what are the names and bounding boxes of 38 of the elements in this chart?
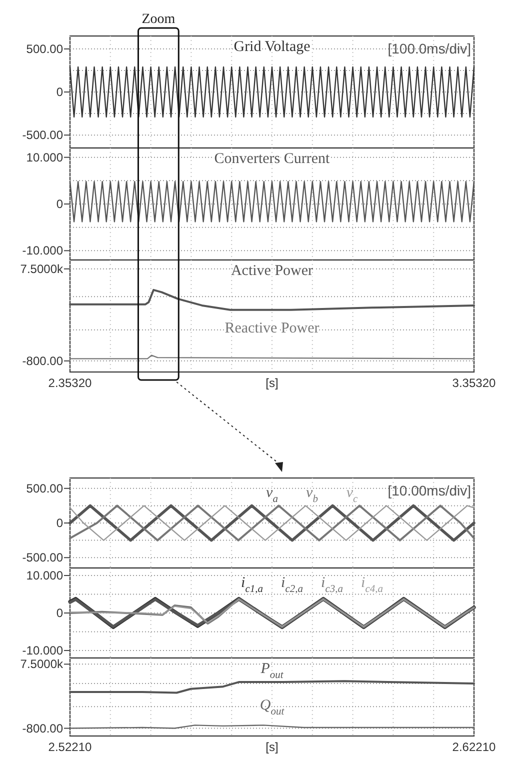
series-label: Reactive Power bbox=[224, 320, 320, 337]
y-tick-label: -500.00 bbox=[22, 550, 64, 565]
x-tick-label: 2.35320 bbox=[48, 376, 92, 390]
series-label: Q$_{out}$ bbox=[260, 698, 286, 718]
y-tick-label: 500.00 bbox=[26, 481, 64, 496]
series-label: v$_{c}$ bbox=[346, 485, 358, 505]
x-axis-title: [s] bbox=[266, 376, 278, 390]
series-label: P$_{out}$ bbox=[260, 661, 284, 681]
y-tick-label: 0 bbox=[56, 516, 64, 530]
series-label: v$_{a}$ bbox=[266, 485, 278, 505]
y-tick-label: 7.5000k bbox=[20, 262, 64, 276]
series-label: i$_{c2,a}$ bbox=[281, 575, 303, 595]
series-label: Grid Voltage bbox=[234, 39, 311, 56]
series-label: i$_{c4,a}$ bbox=[361, 575, 383, 595]
y-tick-label: 0 bbox=[56, 85, 64, 99]
x-tick-label: 2.52210 bbox=[48, 740, 92, 754]
series-label: Converters Current bbox=[214, 151, 331, 168]
x-axis-title: [s] bbox=[266, 740, 278, 754]
annotation: [100.0ms/div] bbox=[388, 40, 471, 57]
y-tick-label: -800.00 bbox=[22, 354, 64, 368]
y-tick-label: 0 bbox=[56, 197, 64, 211]
y-tick-label: 10.000 bbox=[26, 568, 64, 582]
series-label: v$_{b}$ bbox=[306, 485, 318, 505]
x-tick-label: 2.62210 bbox=[452, 740, 496, 754]
x-tick-label: 3.35320 bbox=[452, 376, 496, 390]
annotation: [10.00ms/div] bbox=[388, 482, 471, 499]
y-tick-label: 500.00 bbox=[26, 42, 64, 56]
series-label: Active Power bbox=[230, 263, 314, 280]
series-label: i$_{c3,a}$ bbox=[321, 575, 343, 595]
y-tick-label: -10.000 bbox=[22, 644, 64, 658]
y-tick-label: -10.000 bbox=[22, 244, 64, 258]
text: Zoom bbox=[142, 12, 176, 27]
y-tick-label: -500.00 bbox=[22, 128, 64, 142]
y-tick-label: 0 bbox=[56, 606, 64, 620]
series-label: i$_{c1,a}$ bbox=[241, 575, 263, 595]
y-tick-label: 10.000 bbox=[26, 150, 64, 164]
y-tick-label: 7.5000k bbox=[20, 657, 64, 672]
y-tick-label: -800.00 bbox=[22, 721, 64, 736]
